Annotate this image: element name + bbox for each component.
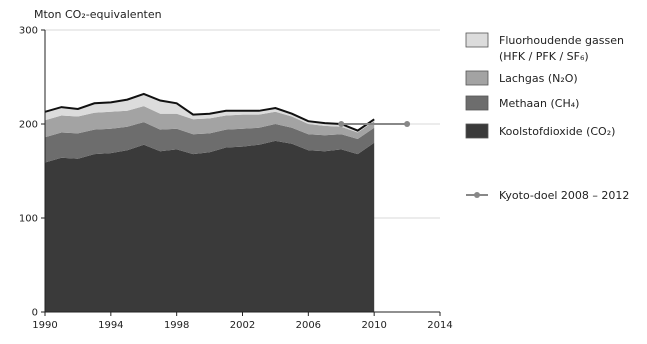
- kyoto-target-dot-start: [338, 121, 345, 127]
- legend-label-3: Methaan (CH₄): [499, 97, 579, 110]
- legend-swatch-1: [465, 32, 489, 48]
- kyoto-target: [338, 121, 411, 127]
- x-tick-label-2006: 2006: [296, 320, 321, 331]
- legend: Fluorhoudende gassen (HFK / PFK / SF₆) Lac…: [465, 32, 629, 202]
- area-series-4: [45, 93, 375, 133]
- x-tick-label-1998: 1998: [164, 320, 189, 331]
- axes: 0 100 200 300 1990 1994 1998 2002 2006 2010 2014: [19, 26, 453, 332]
- x-tick-label-1990: 1990: [32, 320, 57, 331]
- kyoto-target-dot-end: [404, 121, 411, 127]
- legend-swatch-3: [465, 95, 489, 111]
- area-series-2: [45, 122, 375, 163]
- legend-label-2: Lachgas (N₂O): [499, 72, 578, 85]
- y-tick-label-300: 300: [19, 26, 38, 37]
- y-tick-label-200: 200: [19, 120, 38, 131]
- area-series: [44, 92, 375, 312]
- x-tick-label-1994: 1994: [98, 320, 123, 331]
- y-tick-label-100: 100: [19, 214, 38, 225]
- area-series-3: [45, 106, 375, 139]
- legend-swatch-4: [465, 123, 489, 139]
- area-series-1: [45, 140, 375, 312]
- legend-label-1: Fluorhoudende gassen: [499, 34, 624, 47]
- y-tick-label-0: 0: [32, 308, 38, 319]
- total-outline: [44, 92, 375, 132]
- legend-swatch-2: [465, 70, 489, 86]
- legend-label-kyoto: Kyoto-doel 2008 – 2012: [499, 189, 629, 202]
- legend-label-1-line2: (HFK / PFK / SF₆): [499, 50, 589, 63]
- x-tick-label-2014: 2014: [427, 320, 452, 331]
- y-axis-label: Mton CO₂-equivalenten: [34, 8, 162, 21]
- x-tick-label-2002: 2002: [230, 320, 255, 331]
- legend-label-4: Koolstofdioxide (CO₂): [499, 125, 615, 138]
- legend-kyoto-dot: [474, 192, 480, 198]
- x-tick-label-2010: 2010: [361, 320, 386, 331]
